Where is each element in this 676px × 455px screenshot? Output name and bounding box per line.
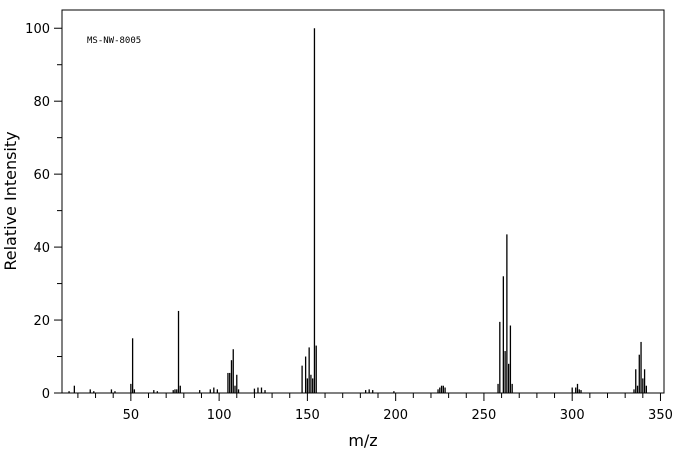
x-tick-label: 150 — [295, 408, 320, 423]
x-tick-label: 250 — [472, 408, 497, 423]
y-tick-label: 60 — [33, 168, 50, 183]
x-tick-label: 300 — [560, 408, 585, 423]
y-tick-label: 20 — [33, 314, 50, 329]
x-tick-label: 200 — [383, 408, 408, 423]
y-tick-label: 0 — [42, 387, 50, 402]
annotation: MS-NW-8005 — [87, 36, 141, 46]
y-tick-label: 40 — [33, 241, 50, 256]
x-axis-title: m/z — [348, 431, 377, 450]
y-axis-title: Relative Intensity — [1, 131, 20, 270]
x-tick-label: 50 — [123, 408, 140, 423]
plot-frame — [61, 9, 665, 394]
y-tick-label: 80 — [33, 95, 50, 110]
x-tick-label: 100 — [207, 408, 232, 423]
x-tick-label: 350 — [648, 408, 673, 423]
y-tick-label: 100 — [25, 22, 50, 37]
